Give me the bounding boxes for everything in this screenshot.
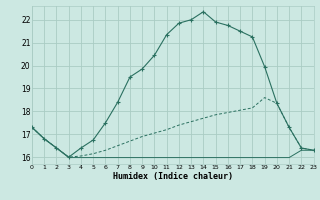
- X-axis label: Humidex (Indice chaleur): Humidex (Indice chaleur): [113, 172, 233, 181]
